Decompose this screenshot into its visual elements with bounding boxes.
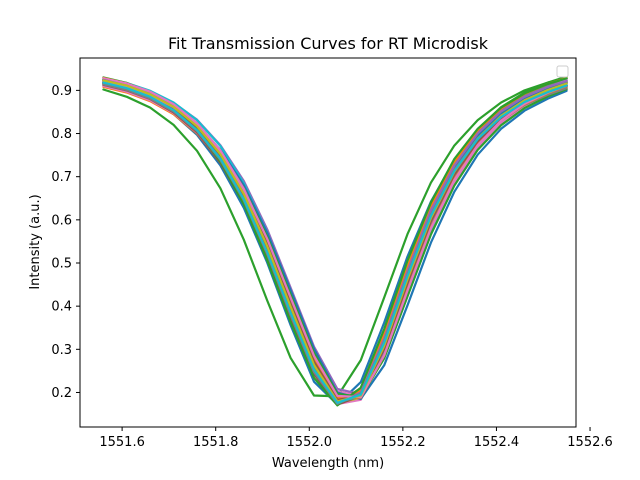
y-tick-label: 0.5 xyxy=(51,257,72,272)
x-axis-label: Wavelength (nm) xyxy=(272,456,384,471)
x-tick-label: 1552.4 xyxy=(474,435,520,450)
series-layer xyxy=(102,75,568,407)
x-tick-label: 1552.0 xyxy=(287,435,333,450)
plot-frame xyxy=(79,57,577,428)
x-tick-label: 1551.8 xyxy=(193,435,239,450)
x-tick-label: 1552.6 xyxy=(567,435,613,450)
ticks-layer: 1551.6 1551.8 1552.0 1552.2 1552.4 1552.6 0.2 0… xyxy=(51,84,612,450)
y-tick-label: 0.4 xyxy=(51,300,72,315)
x-tick-label: 1552.2 xyxy=(380,435,426,450)
series-line-40 xyxy=(102,81,568,404)
y-tick-label: 0.3 xyxy=(51,343,72,358)
y-tick-label: 0.7 xyxy=(51,170,72,185)
x-tick-label: 1551.6 xyxy=(99,435,145,450)
y-tick-label: 0.6 xyxy=(51,213,72,228)
y-tick-label: 0.8 xyxy=(51,127,72,142)
y-tick-label: 0.2 xyxy=(51,386,72,401)
chart-title: Fit Transmission Curves for RT Microdisk xyxy=(168,34,489,53)
y-axis-label: Intensity (a.u.) xyxy=(28,194,43,289)
y-tick-label: 0.9 xyxy=(51,84,72,99)
legend-box xyxy=(556,65,569,78)
